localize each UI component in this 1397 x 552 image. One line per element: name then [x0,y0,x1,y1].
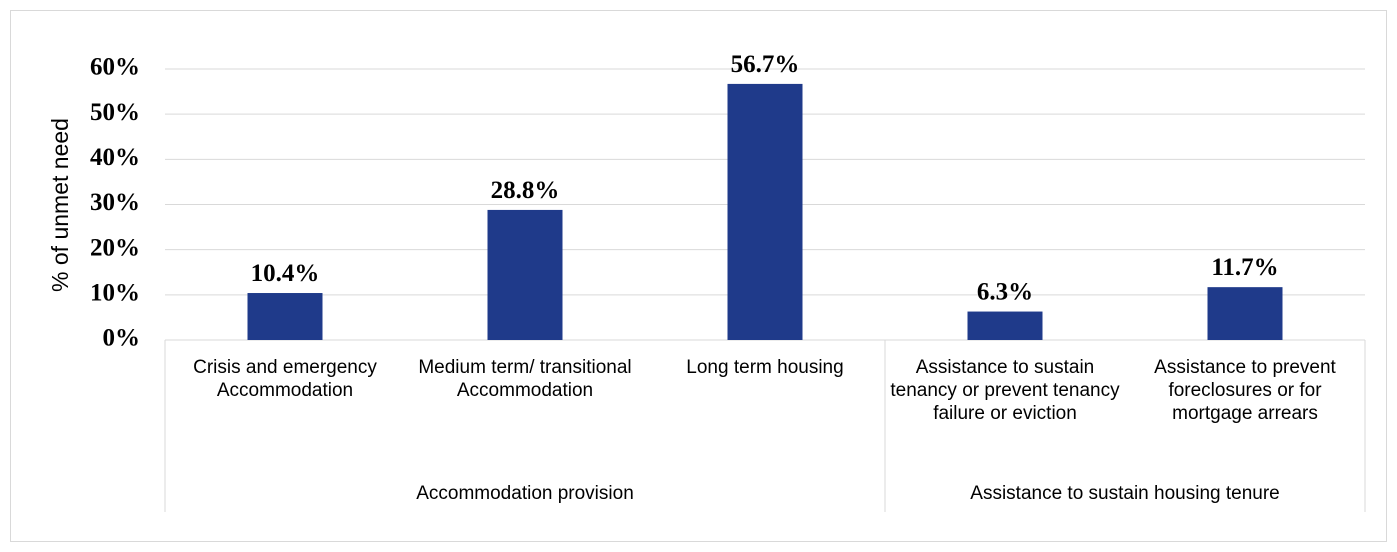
value-label: 11.7% [1211,254,1278,281]
x-tick-label: Assistance to prevent foreclosures or fo… [1154,357,1336,424]
y-tick-label: 50% [90,99,140,126]
y-tick-label: 30% [90,189,140,216]
bar [727,83,803,340]
x-tick-label: Long term housing [686,357,844,378]
y-axis-title: % of unmet need [47,118,73,292]
x-tick-label: Assistance to sustain tenancy or prevent… [890,357,1120,424]
value-label: 10.4% [251,260,320,287]
value-label: 28.8% [491,177,560,204]
bar [1207,287,1283,340]
y-tick-label: 60% [90,54,140,81]
y-tick-label: 40% [90,144,140,171]
group-label: Accommodation provision [416,483,634,504]
bar [247,293,323,340]
y-tick-label: 20% [90,234,140,261]
y-tick-label: 10% [90,280,140,307]
chart-border [10,10,1387,542]
value-label: 56.7% [731,51,800,78]
bar [967,311,1043,340]
value-label: 6.3% [977,279,1033,306]
y-tick-label: 0% [103,325,141,352]
group-label: Assistance to sustain housing tenure [970,483,1280,504]
x-tick-label: Medium term/ transitional Accommodation [418,357,632,401]
bar [487,209,563,340]
x-tick-label: Crisis and emergency Accommodation [193,357,377,401]
